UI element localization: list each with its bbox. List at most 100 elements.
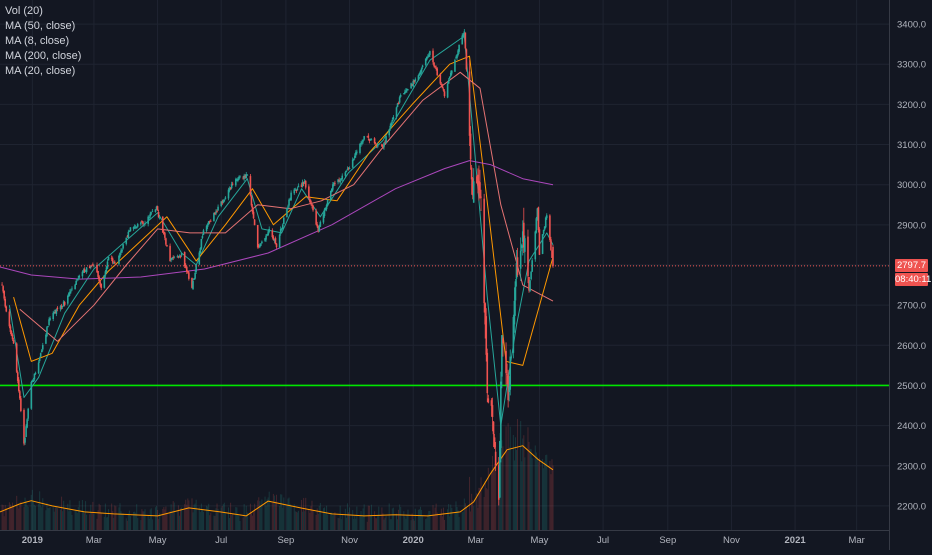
candle[interactable] <box>83 267 86 273</box>
candle[interactable] <box>148 215 151 221</box>
candle[interactable] <box>68 291 70 297</box>
candle[interactable] <box>308 184 310 201</box>
candle[interactable] <box>173 255 176 259</box>
candle[interactable] <box>465 48 468 72</box>
candle[interactable] <box>62 300 65 307</box>
candle[interactable] <box>46 326 48 338</box>
candle[interactable] <box>413 80 416 84</box>
candle[interactable] <box>439 72 442 85</box>
candle[interactable] <box>446 82 449 99</box>
candle[interactable] <box>421 64 424 70</box>
candle[interactable] <box>385 135 387 144</box>
candle[interactable] <box>63 300 66 307</box>
legend-item-ma50[interactable]: MA (50, close) <box>5 20 76 32</box>
candle[interactable] <box>217 204 219 211</box>
candle[interactable] <box>362 139 364 144</box>
candle[interactable] <box>528 276 530 293</box>
candle[interactable] <box>127 229 130 239</box>
candle[interactable] <box>464 32 467 50</box>
candle[interactable] <box>527 229 529 284</box>
candle[interactable] <box>356 149 358 155</box>
candle[interactable] <box>331 188 333 193</box>
candle[interactable] <box>230 181 233 190</box>
candle[interactable] <box>353 153 356 160</box>
candle[interactable] <box>170 257 172 263</box>
candle[interactable] <box>384 140 386 144</box>
candle[interactable] <box>280 227 283 231</box>
candle[interactable] <box>451 70 453 76</box>
candle[interactable] <box>370 138 373 141</box>
candle[interactable] <box>165 237 167 246</box>
candle[interactable] <box>17 377 20 393</box>
candle[interactable] <box>316 221 319 228</box>
candle[interactable] <box>78 274 81 280</box>
candle[interactable] <box>513 287 516 333</box>
candle[interactable] <box>188 271 190 281</box>
candle[interactable] <box>54 309 57 314</box>
candle[interactable] <box>536 207 539 221</box>
candle[interactable] <box>9 324 12 334</box>
candle[interactable] <box>128 230 131 233</box>
candle[interactable] <box>315 208 317 226</box>
candle[interactable] <box>519 237 522 282</box>
candle[interactable] <box>34 371 37 376</box>
candle[interactable] <box>92 262 94 266</box>
candle[interactable] <box>455 55 457 59</box>
candle[interactable] <box>322 212 325 225</box>
candle[interactable] <box>27 407 29 421</box>
candle[interactable] <box>523 207 525 254</box>
candle[interactable] <box>154 209 157 213</box>
candle[interactable] <box>183 251 186 268</box>
candle[interactable] <box>5 305 8 313</box>
candle[interactable] <box>180 253 183 258</box>
candle[interactable] <box>184 263 187 269</box>
candle[interactable] <box>134 224 137 230</box>
candle[interactable] <box>508 376 510 402</box>
candle[interactable] <box>434 65 436 69</box>
candle[interactable] <box>300 182 303 188</box>
candle[interactable] <box>549 214 551 242</box>
candle[interactable] <box>216 209 218 213</box>
candle[interactable] <box>399 93 402 98</box>
candle[interactable] <box>39 352 42 358</box>
candle[interactable] <box>520 243 523 252</box>
candle[interactable] <box>412 79 414 88</box>
candle[interactable] <box>425 56 428 61</box>
candle[interactable] <box>311 202 313 209</box>
candle[interactable] <box>494 441 497 472</box>
candle[interactable] <box>202 228 205 236</box>
candle[interactable] <box>143 223 145 228</box>
candle[interactable] <box>69 289 71 296</box>
candle[interactable] <box>136 222 139 228</box>
candle[interactable] <box>289 197 291 201</box>
candle[interactable] <box>480 189 482 212</box>
candle[interactable] <box>543 226 546 231</box>
candle[interactable] <box>524 235 526 264</box>
candle[interactable] <box>477 168 479 194</box>
candle[interactable] <box>368 138 371 144</box>
ma50-line[interactable] <box>19 71 554 342</box>
candle[interactable] <box>205 224 208 233</box>
candle[interactable] <box>312 204 314 212</box>
candle[interactable] <box>236 178 238 182</box>
candle[interactable] <box>509 349 512 396</box>
candle[interactable] <box>70 288 72 294</box>
candle[interactable] <box>88 264 91 269</box>
candle[interactable] <box>81 270 84 279</box>
candle[interactable] <box>507 369 509 408</box>
candle[interactable] <box>261 240 263 244</box>
candle[interactable] <box>48 317 50 327</box>
candle[interactable] <box>492 420 495 447</box>
candle[interactable] <box>471 177 474 200</box>
candle[interactable] <box>324 207 327 211</box>
candle[interactable] <box>309 196 311 204</box>
candle[interactable] <box>318 224 321 233</box>
candle[interactable] <box>132 226 135 231</box>
candle[interactable] <box>326 199 329 207</box>
candle[interactable] <box>243 173 245 182</box>
candle[interactable] <box>49 316 51 322</box>
candle[interactable] <box>429 50 431 57</box>
candle[interactable] <box>110 255 113 261</box>
candle[interactable] <box>502 335 504 357</box>
candle[interactable] <box>32 377 35 382</box>
